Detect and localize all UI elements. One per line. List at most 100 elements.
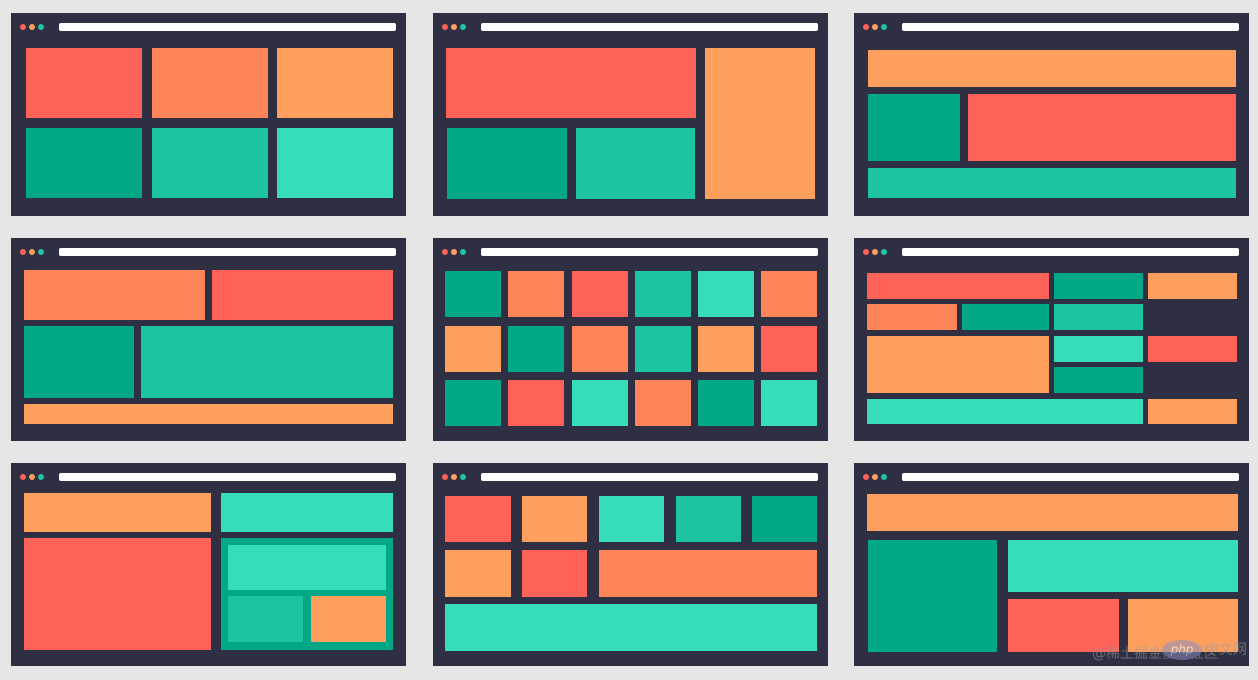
window-dot <box>442 474 448 480</box>
window-dot <box>38 474 44 480</box>
layout-block <box>446 48 696 118</box>
layout-block <box>228 545 386 590</box>
layout-block <box>141 326 393 398</box>
watermark-logo: php <box>1170 643 1194 657</box>
layout-block <box>1008 599 1119 652</box>
window-dot <box>881 249 887 255</box>
layout-block <box>445 380 501 426</box>
window-dot <box>29 249 35 255</box>
layout-block <box>867 336 1049 393</box>
address-bar <box>59 248 396 256</box>
watermark-site: 中文网 <box>1205 642 1247 658</box>
layout-block <box>24 538 211 650</box>
window-dot <box>863 474 869 480</box>
watermark: @稀土掘金技术社区 php 中文网 <box>1092 640 1247 662</box>
window-dot <box>872 474 878 480</box>
layout-block <box>962 304 1049 330</box>
layout-block <box>152 48 268 118</box>
watermark-logo-badge <box>1162 640 1202 660</box>
window-dot <box>460 249 466 255</box>
address-bar <box>902 473 1239 481</box>
layout-block <box>867 304 957 330</box>
window-dot <box>20 474 26 480</box>
window-dot <box>29 474 35 480</box>
layout-block <box>752 496 817 542</box>
window-dot <box>29 24 35 30</box>
layout-block <box>868 540 997 652</box>
layout-block <box>698 271 754 317</box>
layout-block <box>698 380 754 426</box>
window-dot <box>872 24 878 30</box>
address-bar <box>481 473 818 481</box>
layout-block <box>447 128 567 199</box>
layout-block <box>1054 336 1143 362</box>
layout-block <box>24 404 393 424</box>
layout-block <box>635 271 691 317</box>
layout-block <box>26 48 142 118</box>
layout-block <box>1148 399 1237 424</box>
address-bar <box>902 248 1239 256</box>
layout-block <box>212 270 393 320</box>
layout-block <box>572 380 628 426</box>
layout-block <box>572 326 628 372</box>
layout-block <box>24 326 134 398</box>
layout-block <box>698 326 754 372</box>
window-dot <box>872 249 878 255</box>
layout-block <box>1054 273 1143 299</box>
layout-block <box>635 380 691 426</box>
layout-block <box>221 493 393 532</box>
window-dot <box>451 249 457 255</box>
panels <box>11 13 1249 666</box>
layout-block <box>311 596 386 642</box>
layout-block <box>228 596 303 642</box>
layout-block <box>522 550 587 597</box>
window-dot <box>460 474 466 480</box>
layout-block <box>761 271 817 317</box>
layout-block <box>599 496 664 542</box>
layout-block <box>1054 367 1143 393</box>
layout-block <box>152 128 268 198</box>
window-dot <box>20 249 26 255</box>
layout-block <box>968 94 1236 161</box>
layout-block <box>761 380 817 426</box>
layout-block <box>867 399 1143 424</box>
window-dot <box>881 24 887 30</box>
layout-block <box>508 380 564 426</box>
layout-block <box>1148 273 1237 299</box>
layout-block <box>705 48 815 199</box>
window-dot <box>38 249 44 255</box>
layout-block <box>26 128 142 198</box>
window-dot <box>451 474 457 480</box>
window-dot <box>863 249 869 255</box>
layout-block <box>445 496 511 542</box>
layout-block <box>445 550 511 597</box>
address-bar <box>481 248 818 256</box>
layout-block <box>868 94 960 161</box>
layout-block <box>868 168 1236 198</box>
layout-block <box>576 128 695 199</box>
layout-block <box>445 604 817 651</box>
layout-block <box>24 493 211 532</box>
window-dot <box>863 24 869 30</box>
address-bar <box>59 23 396 31</box>
window-dot <box>38 24 44 30</box>
layout-block <box>1008 540 1238 592</box>
layout-block <box>508 271 564 317</box>
address-bar <box>59 473 396 481</box>
address-bar <box>481 23 818 31</box>
window-dot <box>460 24 466 30</box>
layout-block <box>1054 304 1143 330</box>
layout-block <box>868 50 1236 87</box>
window-dot <box>451 24 457 30</box>
layout-block <box>867 273 1049 299</box>
layout-block <box>1148 336 1237 362</box>
layout-block <box>522 496 587 542</box>
layout-block <box>508 326 564 372</box>
address-bar <box>902 23 1239 31</box>
layout-block <box>867 494 1238 531</box>
window-dot <box>881 474 887 480</box>
layout-block <box>277 48 393 118</box>
layout-block <box>24 270 205 320</box>
window-dot <box>20 24 26 30</box>
